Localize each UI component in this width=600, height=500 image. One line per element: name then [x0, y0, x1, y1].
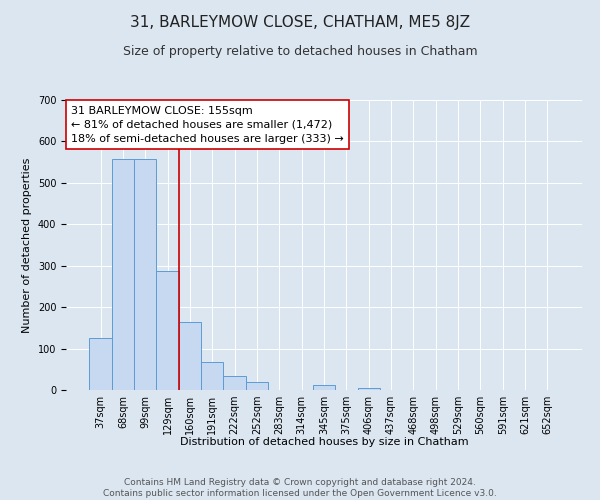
Text: Size of property relative to detached houses in Chatham: Size of property relative to detached ho…: [122, 45, 478, 58]
Bar: [179, 322, 201, 390]
Bar: [246, 382, 268, 390]
Y-axis label: Number of detached properties: Number of detached properties: [22, 158, 32, 332]
Bar: [89, 338, 112, 390]
Bar: [134, 159, 157, 390]
Text: Contains HM Land Registry data © Crown copyright and database right 2024.
Contai: Contains HM Land Registry data © Crown c…: [103, 478, 497, 498]
X-axis label: Distribution of detached houses by size in Chatham: Distribution of detached houses by size …: [179, 437, 469, 447]
Bar: [358, 388, 380, 390]
Bar: [201, 362, 223, 390]
Text: 31, BARLEYMOW CLOSE, CHATHAM, ME5 8JZ: 31, BARLEYMOW CLOSE, CHATHAM, ME5 8JZ: [130, 15, 470, 30]
Bar: [157, 271, 179, 390]
Bar: [223, 376, 246, 390]
Text: 31 BARLEYMOW CLOSE: 155sqm
← 81% of detached houses are smaller (1,472)
18% of s: 31 BARLEYMOW CLOSE: 155sqm ← 81% of deta…: [71, 106, 344, 144]
Bar: [112, 159, 134, 390]
Bar: [313, 385, 335, 390]
